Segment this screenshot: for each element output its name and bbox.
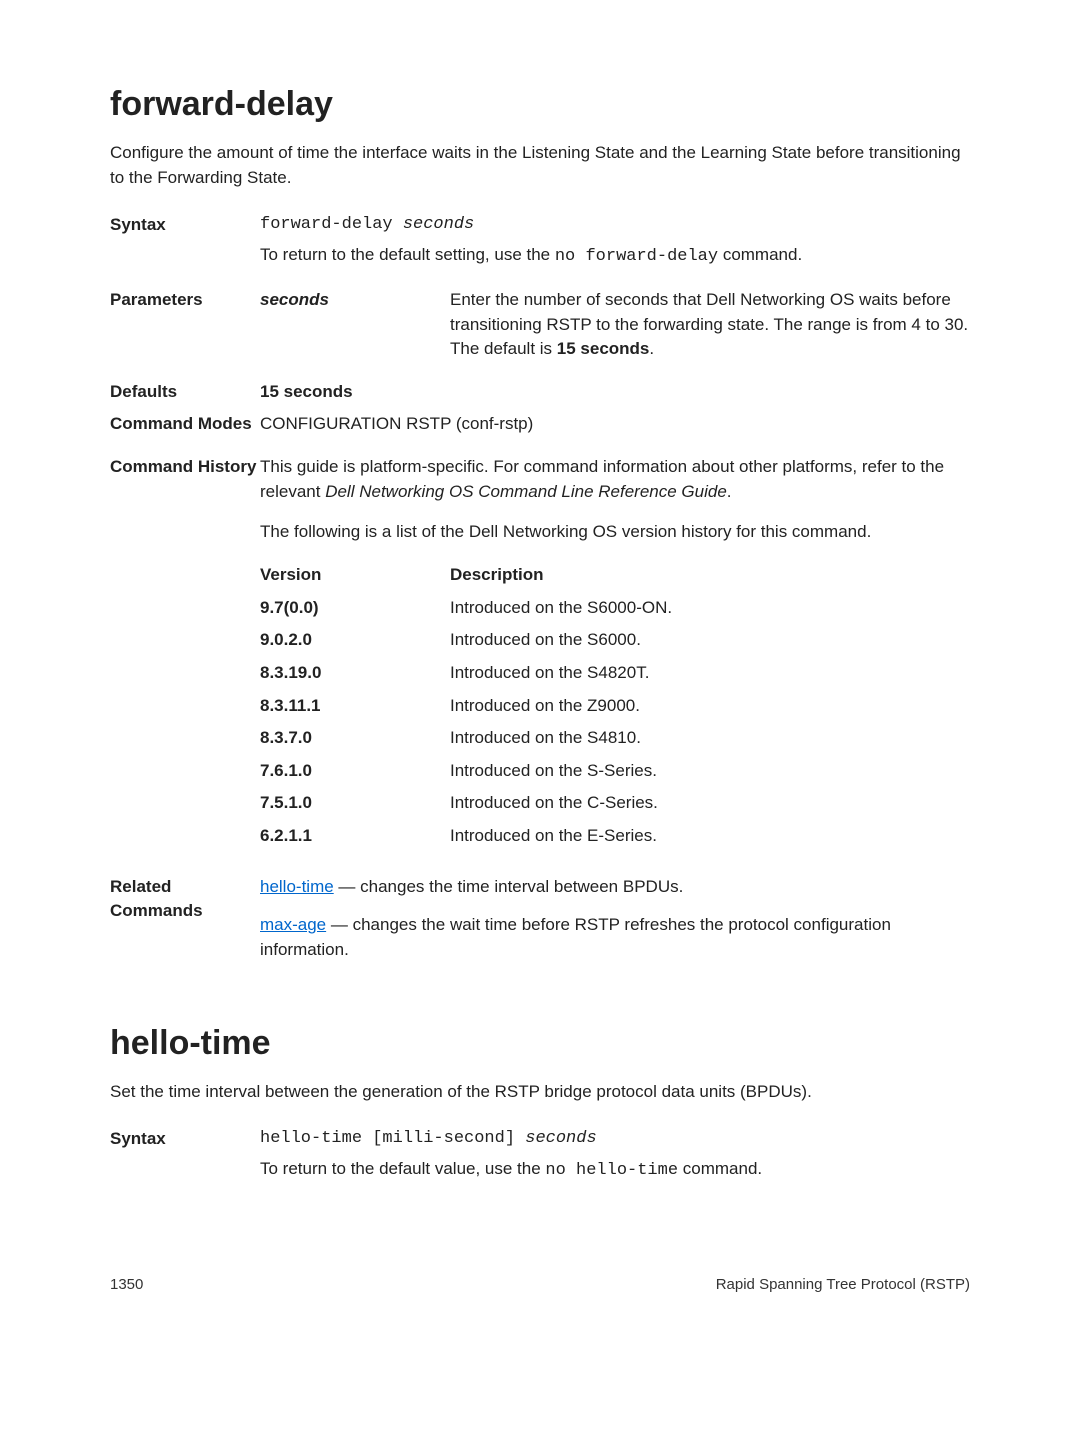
description-cell: Introduced on the S-Series. [450,759,970,784]
related-commands-row: Related Commands hello-time — changes th… [110,875,970,963]
version-cell: 9.7(0.0) [260,596,450,621]
max-age-link[interactable]: max-age [260,915,326,934]
section-intro: Configure the amount of time the interfa… [110,141,970,190]
syntax-return: To return to the default setting, use th… [260,243,970,270]
related-item-2-text: — changes the wait time before RSTP refr… [260,915,891,959]
related-item-1-text: — changes the time interval between BPDU… [334,877,684,896]
syntax-return-pre: To return to the default value, use the [260,1159,545,1178]
version-row: 6.2.1.1 Introduced on the E-Series. [260,824,970,849]
related-commands-label: Related Commands [110,875,260,924]
command-history-para2: The following is a list of the Dell Netw… [260,520,970,545]
syntax-command-prefix: forward-delay [260,215,403,234]
related-item-2: max-age — changes the wait time before R… [260,913,970,962]
syntax-return-post: command. [678,1159,762,1178]
command-history-para1-post: . [727,482,732,501]
command-modes-value: CONFIGURATION RSTP (conf-rstp) [260,412,970,437]
syntax-return-cmd: no hello-time [545,1161,678,1180]
defaults-value: 15 seconds [260,380,970,405]
syntax-return-pre: To return to the default setting, use th… [260,245,555,264]
command-history-label: Command History [110,455,260,480]
description-cell: Introduced on the S6000-ON. [450,596,970,621]
description-cell: Introduced on the Z9000. [450,694,970,719]
version-cell: 7.5.1.0 [260,791,450,816]
description-header: Description [450,563,970,588]
syntax-row: Syntax hello-time [milli-second] seconds… [110,1127,970,1184]
syntax-command-arg: seconds [525,1129,596,1148]
related-item-1: hello-time — changes the time interval b… [260,875,970,900]
command-modes-label: Command Modes [110,412,260,437]
description-cell: Introduced on the S4820T. [450,661,970,686]
syntax-return: To return to the default value, use the … [260,1157,970,1184]
version-row: 9.7(0.0) Introduced on the S6000-ON. [260,596,970,621]
version-row: 7.6.1.0 Introduced on the S-Series. [260,759,970,784]
description-cell: Introduced on the C-Series. [450,791,970,816]
version-cell: 6.2.1.1 [260,824,450,849]
param-desc-bold: 15 seconds [557,339,650,358]
syntax-row: Syntax forward-delay seconds To return t… [110,213,970,270]
syntax-label: Syntax [110,1127,260,1152]
syntax-label: Syntax [110,213,260,238]
version-row: 9.0.2.0 Introduced on the S6000. [260,628,970,653]
version-cell: 8.3.19.0 [260,661,450,686]
page-number: 1350 [110,1274,143,1296]
syntax-command: forward-delay seconds [260,213,970,238]
description-cell: Introduced on the E-Series. [450,824,970,849]
version-cell: 8.3.11.1 [260,694,450,719]
version-cell: 9.0.2.0 [260,628,450,653]
description-cell: Introduced on the S6000. [450,628,970,653]
defaults-label: Defaults [110,380,260,405]
command-modes-row: Command Modes CONFIGURATION RSTP (conf-r… [110,412,970,437]
param-desc-post: . [649,339,654,358]
version-row: 7.5.1.0 Introduced on the C-Series. [260,791,970,816]
version-row: 8.3.7.0 Introduced on the S4810. [260,726,970,751]
param-desc: Enter the number of seconds that Dell Ne… [450,288,970,362]
command-history-para1-italic: Dell Networking OS Command Line Referenc… [325,482,727,501]
parameters-row: Parameters seconds Enter the number of s… [110,288,970,362]
syntax-command: hello-time [milli-second] seconds [260,1127,970,1152]
syntax-return-post: command. [718,245,802,264]
param-name: seconds [260,288,450,313]
version-row: 8.3.19.0 Introduced on the S4820T. [260,661,970,686]
defaults-row: Defaults 15 seconds [110,380,970,405]
command-history-para1: This guide is platform-specific. For com… [260,455,970,504]
version-cell: 7.6.1.0 [260,759,450,784]
param-desc-pre: Enter the number of seconds that Dell Ne… [450,290,968,358]
footer-text: Rapid Spanning Tree Protocol (RSTP) [716,1274,970,1296]
section-title: hello-time [110,1019,970,1068]
syntax-command-prefix: hello-time [milli-second] [260,1129,525,1148]
version-header: Version [260,563,450,588]
version-row: 8.3.11.1 Introduced on the Z9000. [260,694,970,719]
parameters-label: Parameters [110,288,260,313]
version-header-row: Version Description [260,563,970,588]
syntax-return-cmd: no forward-delay [555,247,718,266]
section-intro: Set the time interval between the genera… [110,1080,970,1105]
description-cell: Introduced on the S4810. [450,726,970,751]
hello-time-link[interactable]: hello-time [260,877,334,896]
version-cell: 8.3.7.0 [260,726,450,751]
syntax-command-arg: seconds [403,215,474,234]
command-history-row: Command History This guide is platform-s… [110,455,970,857]
section-title: forward-delay [110,80,970,129]
page-footer: 1350 Rapid Spanning Tree Protocol (RSTP) [110,1274,970,1296]
